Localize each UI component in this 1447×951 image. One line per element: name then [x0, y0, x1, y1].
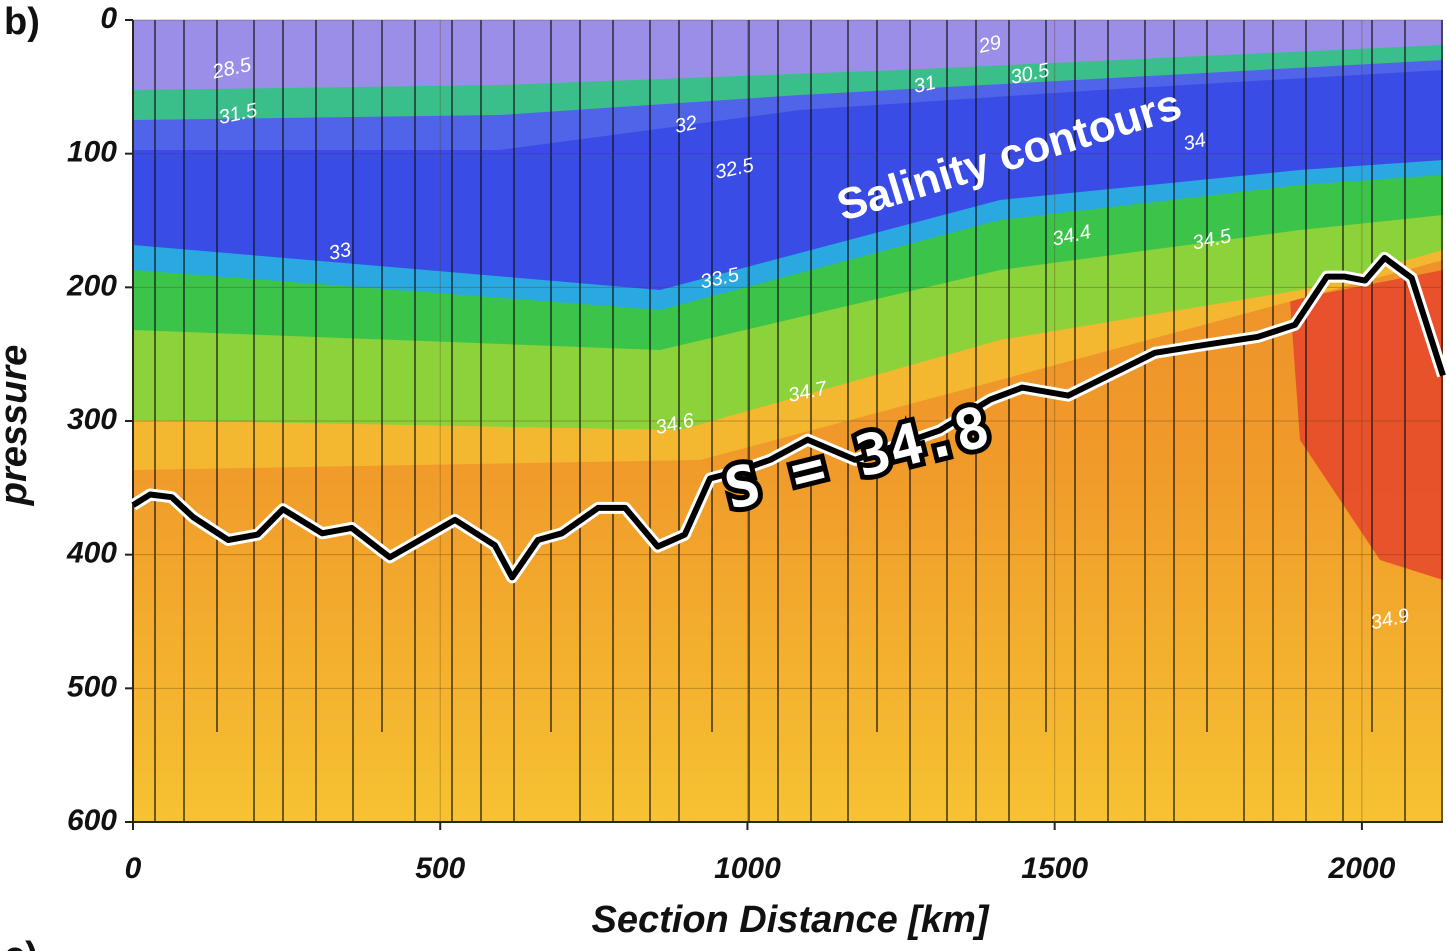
- y-tick-label: 100: [67, 136, 117, 169]
- salinity-field: [133, 20, 1443, 822]
- contour-label: 33: [327, 239, 353, 265]
- y-tick-label: 0: [100, 2, 117, 35]
- contour-label: 29: [976, 32, 1003, 58]
- x-tick-label: 1000: [714, 852, 781, 885]
- x-axis-title: Section Distance [km]: [592, 899, 990, 941]
- y-tick-label: 500: [67, 670, 117, 703]
- x-tick-label: 1500: [1021, 852, 1088, 885]
- y-tick-label: 600: [67, 804, 117, 837]
- stations: [154, 20, 1443, 822]
- contour-label: 31: [912, 72, 938, 98]
- y-axis-title: pressure: [0, 345, 35, 507]
- y-tick-label: 300: [67, 403, 117, 436]
- x-tick-label: 500: [415, 852, 465, 885]
- y-tick-label: 200: [66, 269, 117, 302]
- field-surface: [133, 20, 1443, 90]
- isohaline: [131, 254, 1446, 581]
- y-tick-label: 400: [66, 537, 117, 570]
- x-tick-label: 2000: [1328, 852, 1396, 885]
- x-tick-label: 0: [125, 852, 142, 885]
- contour-label: 32: [673, 112, 699, 138]
- panel-label: b): [4, 1, 40, 43]
- contour-label: 34: [1181, 129, 1207, 155]
- next-panel-label: c): [4, 935, 38, 951]
